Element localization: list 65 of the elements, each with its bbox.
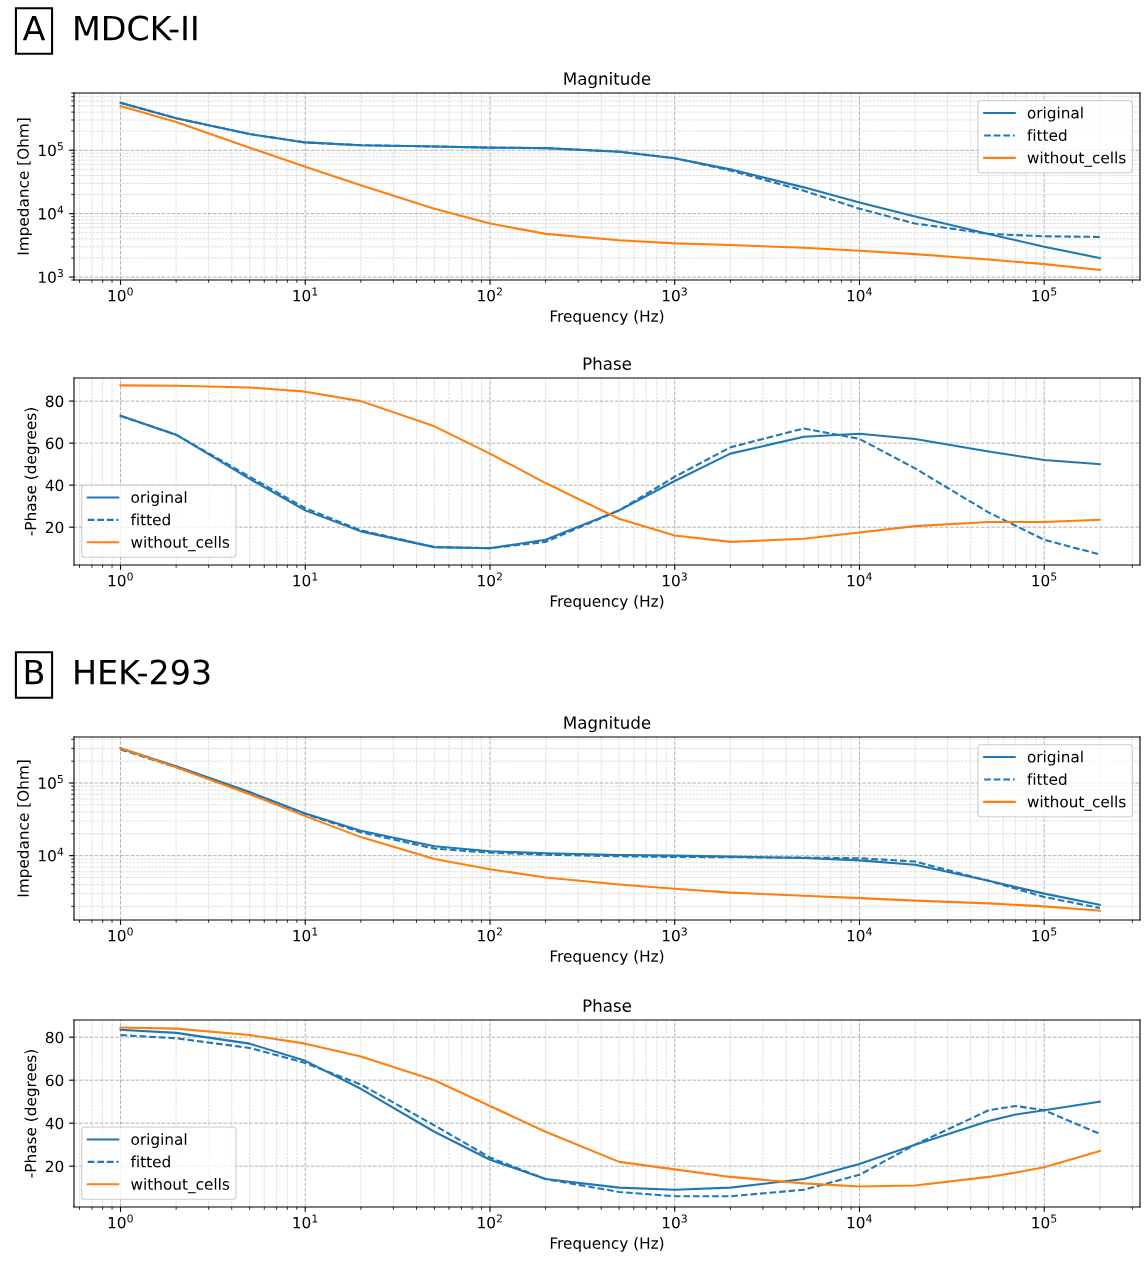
x-axis-title: Frequency (Hz) [550,310,664,325]
x-tick-label: 10$^{3}$ [662,1214,687,1229]
legend-label: fitted [130,513,170,526]
x-tick-label: 10$^{1}$ [293,572,318,587]
y-axis-title: -Phase (degrees) [24,408,40,536]
text: A [22,15,46,41]
legend-label: without_cells [1027,151,1126,167]
legend-label: original [1027,106,1083,122]
y-axis-title: Impedance [Ohm] [17,118,32,255]
legend-label: original [131,491,187,506]
y-tick-label: 10$^{5}$ [39,775,63,789]
x-axis-title: Frequency (Hz) [550,595,664,610]
x-axis-title: Frequency (Hz) [550,1237,664,1252]
text: MDCK-II [75,15,197,41]
x-tick-label: 10$^{0}$ [108,927,133,942]
chart-title: Magnitude [564,716,651,733]
x-tick-label: 10$^{4}$ [847,1214,872,1229]
y-tick-label: 80 [45,395,64,408]
x-tick-label: 10$^{1}$ [293,927,318,942]
y-tick-label: 10$^{5}$ [39,142,63,157]
x-tick-label: 10$^{2}$ [478,287,502,302]
x-tick-label: 10$^{2}$ [478,1214,502,1229]
y-tick-label: 10$^{4}$ [39,205,64,220]
text: B [25,659,44,685]
x-tick-label: 10$^{5}$ [1032,572,1057,587]
x-tick-label: 10$^{2}$ [478,927,502,942]
legend-label: without_cells [1027,795,1126,811]
y-tick-label: 60 [45,437,64,450]
chart-title: Magnitude [564,72,651,89]
x-tick-label: 10$^{0}$ [108,287,133,302]
x-tick-label: 10$^{4}$ [847,927,872,942]
x-tick-label: 10$^{3}$ [662,287,687,302]
legend-label: fitted [1027,773,1067,785]
legend-label: without_cells [131,1178,230,1194]
x-axis-title: Frequency (Hz) [550,950,664,965]
x-tick-label: 10$^{1}$ [293,287,318,302]
x-tick-label: 10$^{5}$ [1032,1214,1057,1229]
x-tick-label: 10$^{1}$ [293,1214,318,1229]
x-tick-label: 10$^{5}$ [1032,287,1057,302]
legend-label: without_cells [131,536,230,552]
legend-label: original [131,1133,187,1148]
y-tick-label: 80 [45,1031,64,1044]
legend-label: original [1027,750,1083,766]
y-tick-label: 40 [45,479,64,492]
y-tick-label: 20 [45,521,64,534]
y-tick-label: 40 [45,1117,64,1130]
legend-label: fitted [130,1155,170,1168]
x-tick-label: 10$^{0}$ [108,1214,133,1229]
x-tick-label: 10$^{5}$ [1032,927,1057,942]
y-tick-label: 10$^{4}$ [39,847,64,862]
x-tick-label: 10$^{4}$ [847,572,872,587]
x-tick-label: 10$^{0}$ [108,572,133,587]
y-axis-title: Impedance [Ohm] [17,760,32,897]
chart-title: Phase [583,999,631,1012]
x-tick-label: 10$^{3}$ [662,927,687,942]
x-tick-label: 10$^{4}$ [847,287,872,302]
x-tick-label: 10$^{3}$ [662,572,687,587]
x-tick-label: 10$^{2}$ [478,572,502,587]
chart-title: Phase [583,357,631,370]
legend-label: fitted [1027,129,1067,141]
y-tick-label: 10$^{3}$ [39,269,63,283]
text: HEK-293 [75,659,210,685]
y-tick-label: 60 [45,1074,64,1087]
y-tick-label: 20 [45,1160,64,1173]
y-axis-title: -Phase (degrees) [24,1050,40,1178]
